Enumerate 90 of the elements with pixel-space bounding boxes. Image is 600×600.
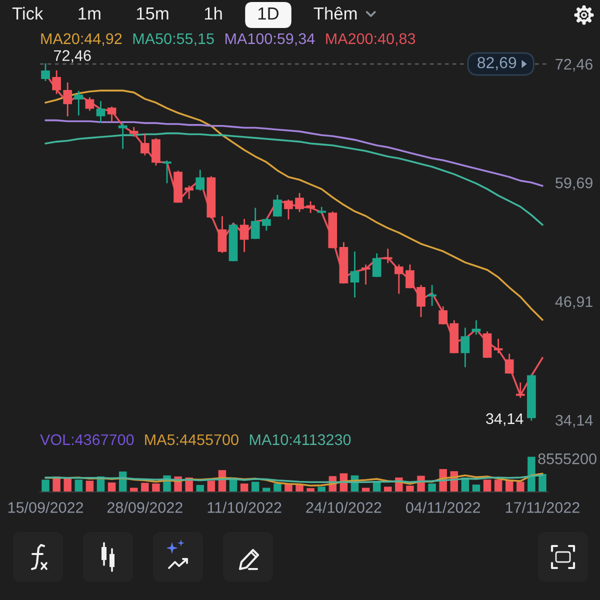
candlestick [394, 264, 404, 294]
bar [528, 456, 536, 492]
candlestick [196, 170, 205, 191]
bar [516, 482, 524, 492]
candlestick [383, 248, 392, 264]
bar [42, 480, 50, 492]
annotation: 72,46 [54, 50, 91, 63]
bar [494, 480, 502, 492]
candlestick [74, 90, 84, 116]
candlestick [416, 284, 426, 318]
candlestick [107, 106, 116, 122]
bar [428, 484, 436, 492]
candlestick [85, 97, 94, 111]
candlestick [317, 206, 326, 214]
candlestick [504, 354, 514, 374]
text: MA100:59,34 [226, 33, 315, 46]
bar [108, 482, 116, 492]
y-tick-label: 34,14 [556, 414, 593, 428]
candlestick [361, 264, 370, 284]
candlestick [295, 192, 304, 212]
y-tick-label: 59,69 [556, 178, 592, 190]
candlestick [460, 328, 470, 368]
bar [318, 486, 326, 492]
x-tick-label: 11/10/2022 [208, 502, 282, 513]
candlestick [372, 253, 382, 278]
candlestick [140, 134, 150, 156]
text: 1D [258, 8, 278, 20]
candlestick [96, 101, 106, 123]
annotation: 8555200 [538, 453, 596, 464]
candlestick [284, 200, 293, 220]
text: 1m [78, 8, 100, 20]
annotation: 82,69 [478, 56, 516, 70]
text: 15m [136, 8, 168, 20]
x-tick-label: 15/09/2022 [8, 502, 83, 513]
bar [207, 480, 216, 492]
bar [538, 474, 546, 492]
bar [296, 484, 304, 492]
candlestick [63, 82, 72, 116]
x-tick-label: 04/11/2022 [406, 502, 480, 513]
text: 1h [204, 6, 222, 20]
candlestick [52, 70, 61, 94]
x-tick-label: 17/11/2022 [506, 502, 580, 513]
y-tick-label: 46,91 [555, 296, 592, 309]
candlestick [494, 338, 503, 354]
candlestick [306, 201, 315, 213]
x-tick-label: 28/09/2022 [107, 502, 182, 513]
bar [306, 488, 314, 492]
candlestick [162, 160, 172, 184]
bar [74, 480, 83, 492]
y-tick-label: 72,46 [556, 58, 593, 72]
text: MA10:4113230 [250, 434, 351, 446]
line-series [44, 119, 544, 187]
candlestick [350, 252, 360, 298]
candlestick [240, 219, 249, 252]
x-tick-label: 24/10/2022 [306, 502, 382, 513]
bar [64, 478, 72, 492]
candlestick [438, 306, 448, 324]
text: Tick [12, 6, 44, 20]
text: Thêm [314, 6, 357, 20]
candlestick [482, 331, 492, 358]
bar [152, 484, 160, 492]
annotation: 34,14 [486, 413, 524, 426]
candlestick [262, 218, 271, 231]
bar [274, 484, 282, 492]
candlestick [218, 216, 227, 253]
bar [240, 484, 248, 492]
candlestick [250, 208, 260, 239]
line-series [44, 132, 544, 226]
candlestick [516, 382, 525, 398]
candlestick [118, 123, 128, 149]
candlestick [184, 186, 194, 200]
text: MA200:40,83 [326, 33, 416, 46]
candlestick [41, 63, 50, 82]
text: MA50:55,15 [133, 33, 214, 46]
candlestick [152, 138, 160, 166]
bar [141, 482, 149, 492]
candlestick [428, 284, 436, 306]
bar [406, 486, 414, 492]
bar [472, 484, 480, 492]
series-label: VOL:4367700 [40, 434, 134, 446]
text: MA5:4455700 [145, 434, 238, 446]
candlestick [129, 127, 138, 137]
bar [384, 486, 392, 492]
candlestick [406, 264, 414, 288]
candlestick [273, 194, 282, 217]
line-series [44, 90, 544, 321]
bar [251, 482, 260, 492]
bar [483, 480, 492, 492]
bar [86, 480, 94, 492]
text: MA20:44,92 [41, 33, 122, 46]
